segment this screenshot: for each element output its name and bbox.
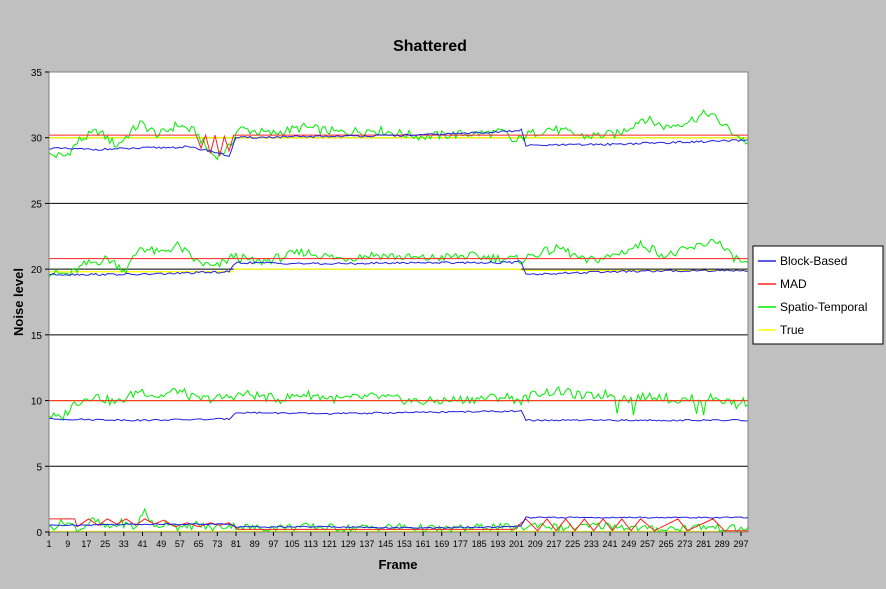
y-tick-label: 0 [36, 528, 42, 539]
y-axis-label: Noise level [11, 268, 26, 336]
x-tick-label: 169 [434, 539, 449, 549]
x-tick-label: 281 [696, 539, 711, 549]
y-tick-label: 5 [36, 462, 42, 473]
y-tick-label: 35 [31, 68, 43, 79]
x-tick-label: 49 [156, 539, 166, 549]
x-tick-label: 81 [231, 539, 241, 549]
x-tick-label: 185 [472, 539, 487, 549]
y-tick-label: 30 [31, 134, 43, 145]
x-tick-label: 97 [268, 539, 278, 549]
legend: Block-Based MAD Spatio-Temporal True [752, 245, 884, 345]
legend-label: True [780, 323, 805, 337]
plot-frame [48, 71, 749, 533]
x-tick-label: 65 [194, 539, 204, 549]
x-tick-label: 105 [285, 539, 300, 549]
series-mad-line [49, 133, 748, 157]
x-tick-label: 73 [212, 539, 222, 549]
y-tick-label: 10 [31, 397, 43, 408]
x-tick-label: 1 [46, 539, 51, 549]
x-tick-label: 297 [733, 539, 748, 549]
x-tick-label: 289 [715, 539, 730, 549]
x-tick-label: 9 [65, 539, 70, 549]
legend-label: Block-Based [780, 254, 847, 268]
x-tick-label: 137 [359, 539, 374, 549]
x-tick-label: 17 [81, 539, 91, 549]
x-tick-label: 153 [397, 539, 412, 549]
x-tick-label: 201 [509, 539, 524, 549]
legend-label: Spatio-Temporal [780, 300, 867, 314]
series-block-based-line [48, 409, 749, 422]
y-tick-label: 20 [31, 265, 43, 276]
x-axis-label: Frame [378, 557, 417, 572]
x-tick-label: 57 [175, 539, 185, 549]
series-mad-line [49, 518, 748, 532]
series-block-based-line [48, 260, 749, 276]
x-tick-label: 209 [528, 539, 543, 549]
x-tick-label: 25 [100, 539, 110, 549]
y-tick-label: 15 [31, 331, 43, 342]
series-spatio-temporal-line [48, 385, 749, 421]
series-block-based-line [48, 516, 749, 529]
x-tick-label: 121 [322, 539, 337, 549]
x-tick-label: 249 [621, 539, 636, 549]
series-spatio-temporal-line [48, 238, 749, 278]
x-axis-ticks: 1 9 17 25 33 41 49 57 65 73 81 89 97 105 113 121 129 137 1… [46, 532, 749, 549]
x-tick-label: 33 [119, 539, 129, 549]
x-tick-label: 129 [341, 539, 356, 549]
chart-title: Shattered [393, 38, 467, 55]
y-tick-label: 25 [31, 199, 43, 210]
x-tick-label: 233 [584, 539, 599, 549]
x-tick-label: 41 [138, 539, 148, 549]
x-tick-label: 257 [640, 539, 655, 549]
series-layer [48, 109, 749, 534]
y-axis-ticks: 0 5 10 15 20 25 30 35 [31, 68, 49, 539]
x-tick-label: 225 [565, 539, 580, 549]
x-tick-label: 113 [304, 539, 318, 549]
x-tick-label: 193 [490, 539, 505, 549]
series-spatio-temporal-line [48, 109, 749, 161]
legend-box [752, 245, 884, 345]
series-block-based-line [48, 128, 749, 158]
x-tick-label: 161 [416, 539, 431, 549]
x-tick-label: 217 [546, 539, 561, 549]
x-tick-label: 177 [453, 539, 468, 549]
legend-label: MAD [780, 277, 807, 291]
x-tick-label: 89 [250, 539, 260, 549]
x-tick-label: 273 [677, 539, 692, 549]
plot-area [49, 72, 748, 532]
x-tick-label: 241 [603, 539, 618, 549]
x-tick-label: 145 [378, 539, 393, 549]
x-tick-label: 265 [659, 539, 674, 549]
